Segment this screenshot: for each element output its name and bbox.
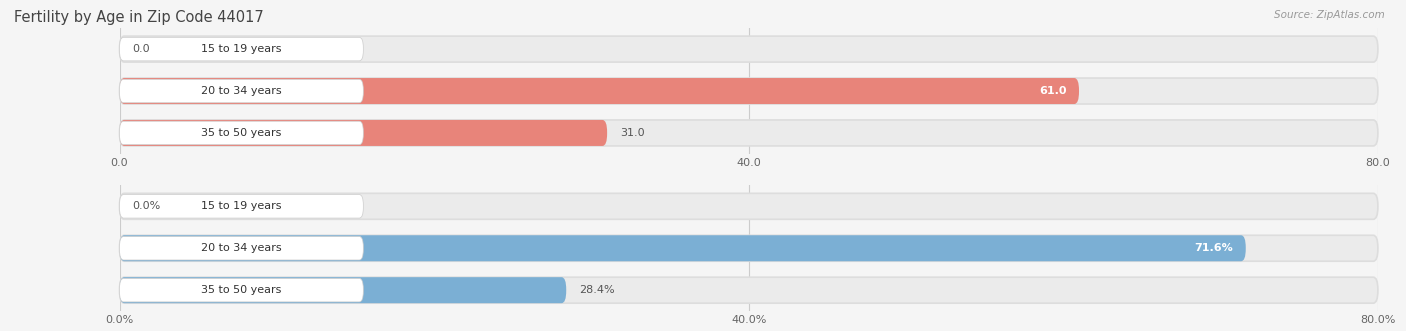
FancyBboxPatch shape bbox=[120, 79, 363, 103]
Text: 35 to 50 years: 35 to 50 years bbox=[201, 285, 281, 295]
Text: Source: ZipAtlas.com: Source: ZipAtlas.com bbox=[1274, 10, 1385, 20]
FancyBboxPatch shape bbox=[120, 237, 363, 260]
FancyBboxPatch shape bbox=[120, 278, 363, 302]
FancyBboxPatch shape bbox=[120, 193, 1378, 219]
Text: 61.0: 61.0 bbox=[1039, 86, 1066, 96]
FancyBboxPatch shape bbox=[120, 235, 1378, 261]
Text: 35 to 50 years: 35 to 50 years bbox=[201, 128, 281, 138]
FancyBboxPatch shape bbox=[120, 36, 1378, 62]
FancyBboxPatch shape bbox=[120, 120, 1378, 146]
FancyBboxPatch shape bbox=[120, 277, 567, 303]
Text: 20 to 34 years: 20 to 34 years bbox=[201, 243, 281, 253]
FancyBboxPatch shape bbox=[120, 277, 1378, 303]
Text: 20 to 34 years: 20 to 34 years bbox=[201, 86, 281, 96]
Text: 71.6%: 71.6% bbox=[1195, 243, 1233, 253]
FancyBboxPatch shape bbox=[120, 120, 607, 146]
Text: Fertility by Age in Zip Code 44017: Fertility by Age in Zip Code 44017 bbox=[14, 10, 264, 25]
FancyBboxPatch shape bbox=[120, 37, 363, 61]
FancyBboxPatch shape bbox=[120, 121, 363, 145]
Text: 15 to 19 years: 15 to 19 years bbox=[201, 44, 281, 54]
FancyBboxPatch shape bbox=[120, 78, 1078, 104]
FancyBboxPatch shape bbox=[120, 235, 1246, 261]
Text: 0.0%: 0.0% bbox=[132, 201, 160, 211]
FancyBboxPatch shape bbox=[120, 195, 363, 218]
FancyBboxPatch shape bbox=[120, 78, 1378, 104]
Text: 28.4%: 28.4% bbox=[579, 285, 614, 295]
Text: 0.0: 0.0 bbox=[132, 44, 149, 54]
Text: 15 to 19 years: 15 to 19 years bbox=[201, 201, 281, 211]
Text: 31.0: 31.0 bbox=[620, 128, 644, 138]
